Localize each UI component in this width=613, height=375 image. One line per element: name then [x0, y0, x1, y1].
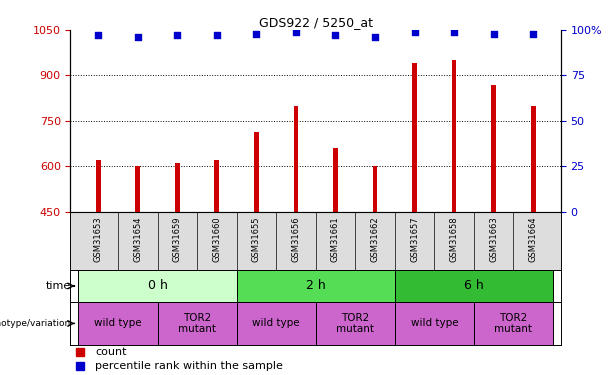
- Bar: [373, 166, 378, 212]
- Point: [172, 33, 182, 39]
- Text: time: time: [45, 281, 71, 291]
- Bar: [412, 63, 417, 212]
- Text: GSM31655: GSM31655: [252, 216, 261, 262]
- Bar: [215, 160, 219, 212]
- Text: TOR2
mutant: TOR2 mutant: [495, 313, 533, 334]
- Text: TOR2
mutant: TOR2 mutant: [337, 313, 375, 334]
- Text: GSM31664: GSM31664: [528, 216, 538, 262]
- Text: percentile rank within the sample: percentile rank within the sample: [95, 361, 283, 371]
- Point: [409, 29, 419, 35]
- Text: wild type: wild type: [94, 318, 142, 328]
- Text: GSM31661: GSM31661: [331, 216, 340, 262]
- Bar: [158, 302, 237, 345]
- Bar: [316, 302, 395, 345]
- Bar: [474, 302, 553, 345]
- Title: GDS922 / 5250_at: GDS922 / 5250_at: [259, 16, 373, 29]
- Point: [330, 33, 340, 39]
- Point: [93, 33, 103, 39]
- Bar: [78, 302, 158, 345]
- Text: GSM31656: GSM31656: [291, 216, 300, 262]
- Point: [251, 31, 261, 37]
- Bar: [175, 164, 180, 212]
- Bar: [452, 60, 457, 212]
- Text: GSM31653: GSM31653: [94, 216, 103, 262]
- Point: [528, 31, 538, 37]
- Text: GSM31662: GSM31662: [370, 216, 379, 262]
- Text: GSM31657: GSM31657: [410, 216, 419, 262]
- Text: GSM31658: GSM31658: [449, 216, 459, 262]
- Bar: [395, 302, 474, 345]
- Point: [449, 29, 459, 35]
- Bar: [294, 106, 299, 212]
- Text: 6 h: 6 h: [464, 279, 484, 292]
- Bar: [254, 132, 259, 212]
- Point: [489, 31, 498, 37]
- Point: [212, 33, 222, 39]
- Bar: [237, 302, 316, 345]
- Text: GSM31660: GSM31660: [212, 216, 221, 262]
- Text: wild type: wild type: [253, 318, 300, 328]
- Text: wild type: wild type: [411, 318, 458, 328]
- Text: 2 h: 2 h: [306, 279, 326, 292]
- Bar: [491, 84, 496, 212]
- Text: 0 h: 0 h: [148, 279, 167, 292]
- Point: [133, 34, 143, 40]
- Bar: [78, 270, 237, 302]
- Bar: [531, 106, 536, 212]
- Point: [291, 29, 301, 35]
- Text: GSM31659: GSM31659: [173, 216, 182, 262]
- Text: GSM31654: GSM31654: [133, 216, 142, 262]
- Text: genotype/variation: genotype/variation: [0, 319, 71, 328]
- Bar: [135, 166, 140, 212]
- Point: [370, 34, 380, 40]
- Text: count: count: [95, 346, 126, 357]
- Bar: [395, 270, 553, 302]
- Bar: [237, 270, 395, 302]
- Bar: [333, 148, 338, 212]
- Text: GSM31663: GSM31663: [489, 216, 498, 262]
- Bar: [96, 160, 101, 212]
- Text: TOR2
mutant: TOR2 mutant: [178, 313, 216, 334]
